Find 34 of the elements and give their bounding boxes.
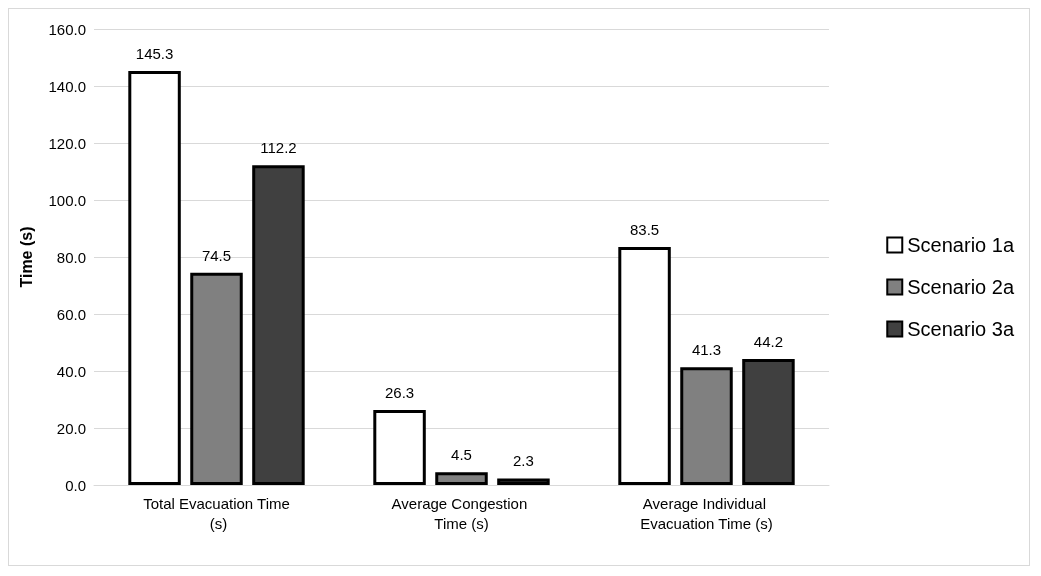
legend-label: Scenario 1a [907,234,1015,256]
y-tick-label: 0.0 [65,476,86,494]
bar [497,478,550,485]
data-label: 44.2 [753,333,784,351]
bar [373,410,426,485]
bar [435,472,488,485]
data-label: 83.5 [629,221,660,239]
y-tick-label: 140.0 [48,77,86,95]
y-tick-label: 20.0 [56,419,86,437]
data-label: 4.5 [451,446,472,464]
data-label: 112.2 [260,139,297,157]
y-tick-label: 100.0 [48,191,86,209]
y-tick-label: 40.0 [56,362,86,380]
y-tick-label: 80.0 [56,248,86,266]
bar [680,367,733,485]
y-tick-label: 120.0 [48,134,86,152]
data-label: 74.5 [201,246,232,264]
bar [190,272,243,485]
y-tick-label: 160.0 [48,20,86,38]
bar [128,70,181,485]
data-label: 41.3 [691,341,722,359]
bar [742,359,795,485]
bar [618,247,671,485]
legend-label: Scenario 3a [907,318,1015,340]
data-label: 26.3 [384,384,415,402]
data-label: 2.3 [513,452,534,470]
x-tick-label: Average Congestion Time (s) [391,494,532,532]
x-tick-label: Total Evacuation Time (s) [143,494,290,532]
y-tick-label: 60.0 [56,305,86,323]
y-axis-title: Time (s) [17,226,35,288]
legend-label: Scenario 2a [907,276,1015,298]
data-label: 145.3 [135,44,174,62]
bar [252,165,305,485]
x-tick-label: Average Individual Evacuation Time (s) [640,494,773,532]
